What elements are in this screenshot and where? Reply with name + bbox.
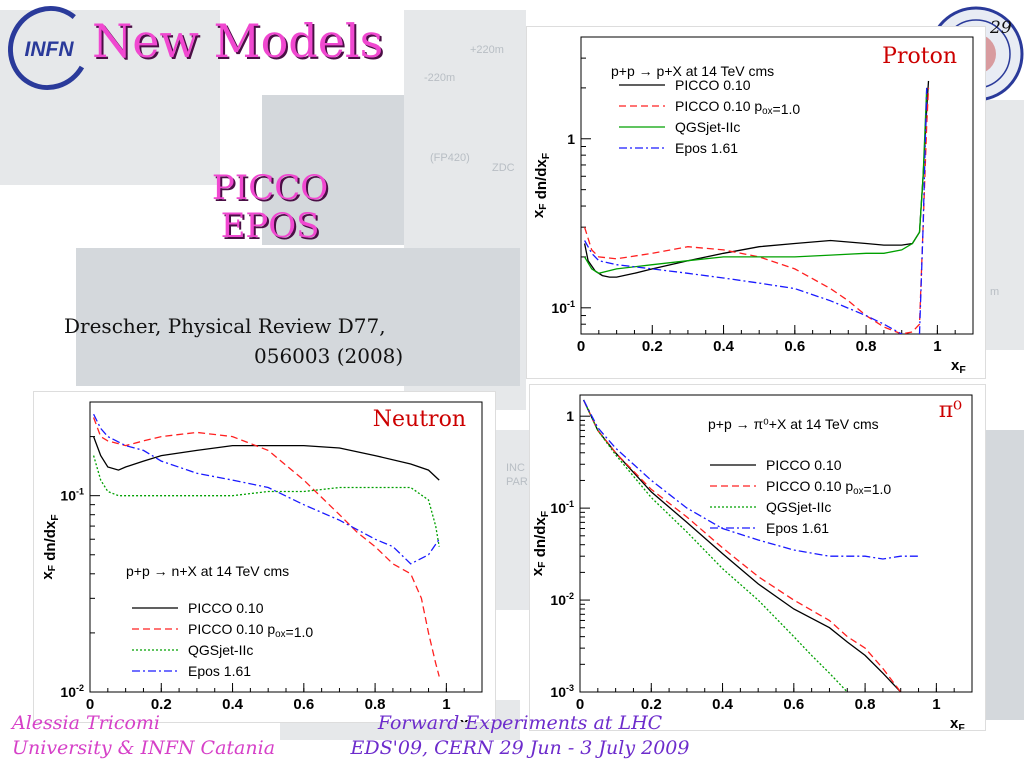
panel-label: Proton <box>882 44 957 69</box>
neutron-chart-panel: 0 0.2 0.4 0.6 0.8 1 10-2 10-1 xF xF dn/dxF p+p → n… <box>34 392 495 722</box>
x-tick-label: 0 <box>86 696 94 713</box>
y-tick-label: 10-2 <box>550 591 574 608</box>
background-image-4 <box>76 248 520 386</box>
series-line-picco-0-10-p-ox-1-0 <box>583 399 902 692</box>
x-tick-label: 0.8 <box>365 696 386 713</box>
x-tick-label: 0.6 <box>783 696 804 713</box>
y-tick-label: 10-3 <box>550 683 574 700</box>
x-tick-label: 0.4 <box>712 696 734 713</box>
x-tick-label: 1 <box>932 696 940 713</box>
series-line-epos-1-61 <box>93 413 440 565</box>
y-tick-label: 10-1 <box>550 499 574 516</box>
x-tick-label: 0.6 <box>293 696 314 713</box>
pi0-chart-panel: 0 0.2 0.4 0.6 0.8 1 10-3 10-2 10-1 1 xF xF dn/dxF p+… <box>530 385 985 730</box>
footer-affiliation: University & INFN Catania <box>12 737 276 759</box>
x-tick-label: 0 <box>576 696 584 713</box>
series-line-qgsjet-iic <box>92 455 440 547</box>
series-line-epos-1-61 <box>583 399 919 560</box>
x-tick-label: 0.8 <box>856 338 877 355</box>
pi0-chart: 0 0.2 0.4 0.6 0.8 1 10-3 10-2 10-1 1 xF xF dn/dxF p+… <box>530 394 973 730</box>
x-tick-label: 1 <box>442 696 450 713</box>
background-label: -220m <box>424 72 456 84</box>
y-tick-label: 1 <box>566 408 574 424</box>
x-axis-label: xF <box>951 357 966 376</box>
x-tick-label: 0.2 <box>641 696 662 713</box>
legend-entry: QGSjet-IIc <box>188 642 253 658</box>
legend-entry: PICCO 0.10 <box>766 457 842 473</box>
background-image-1 <box>0 10 220 185</box>
background-image-7 <box>985 430 1024 720</box>
legend-entry: PICCO 0.10 pox=1.0 <box>188 621 313 640</box>
footer-event: EDS'09, CERN 29 Jun - 3 July 2009 <box>350 737 690 759</box>
x-tick-label: 0.8 <box>855 696 876 713</box>
x-tick-label: 1 <box>933 338 941 355</box>
proton-chart-panel: 0 0.2 0.4 0.6 0.8 1 10-1 1 xF xF dn/dxF p+p → p+X … <box>527 27 985 378</box>
x-tick-label: 0.2 <box>642 338 663 355</box>
background-label: (FP420) <box>430 152 470 164</box>
background-label: +220m <box>470 44 504 56</box>
legend-entry: Epos 1.61 <box>766 520 829 536</box>
infn-logo: INFN <box>7 5 91 91</box>
background-label: ZDC <box>492 162 515 174</box>
y-axis-label: xF dn/dxF <box>39 514 61 580</box>
y-tick-label: 10-1 <box>60 487 84 504</box>
series-line-qgsjet-iic <box>583 399 848 692</box>
panel-label: π⁰ <box>939 398 962 423</box>
legend-entry: PICCO 0.10 <box>675 77 751 93</box>
y-axis-label: xF dn/dxF <box>530 152 552 218</box>
chart-title: p+p → p+X at 14 TeV cms <box>611 63 774 79</box>
x-axis-label: xF <box>950 715 965 730</box>
subtitle-picco: PICCO <box>211 168 329 208</box>
background-image-6 <box>494 430 530 610</box>
x-tick-label: 0.4 <box>713 338 735 355</box>
slide-title: New Models <box>92 14 384 68</box>
legend-entry: Epos 1.61 <box>675 140 738 156</box>
legend-entry: PICCO 0.10 pox=1.0 <box>675 98 800 117</box>
y-axis-label: xF dn/dxF <box>530 510 551 576</box>
series-line-picco-0-10-p-ox-1-0 <box>583 87 930 334</box>
background-image-2 <box>262 95 404 245</box>
panel-label: Neutron <box>373 407 466 432</box>
footer-conference: Forward Experiments at LHC <box>377 712 663 734</box>
chart-title: p+p → n+X at 14 TeV cms <box>126 563 289 579</box>
series-line-epos-1-61 <box>584 87 928 334</box>
background-label: INC <box>506 462 525 474</box>
x-axis-label: xF <box>460 715 475 722</box>
x-tick-label: 0.6 <box>784 338 805 355</box>
x-tick-label: 0.2 <box>151 696 172 713</box>
neutron-chart: 0 0.2 0.4 0.6 0.8 1 10-2 10-1 xF xF dn/dxF p+p → n… <box>39 401 483 722</box>
reference-line-2: 056003 (2008) <box>254 344 404 368</box>
footer-author: Alessia Tricomi <box>12 712 160 734</box>
reference-line-1: Drescher, Physical Review D77, <box>64 314 386 338</box>
series-line-picco-0-10 <box>92 436 440 481</box>
chart-title: p+p → π⁰+X at 14 TeV cms <box>708 416 879 432</box>
series-line-qgsjet-iic <box>584 87 928 274</box>
y-tick-label: 10-1 <box>551 299 575 316</box>
logo-text: INFN <box>25 38 75 61</box>
background-label: m <box>990 286 1000 298</box>
legend-entry: Epos 1.61 <box>188 663 251 679</box>
x-tick-label: 0.4 <box>222 696 244 713</box>
series-line-picco-0-10-p-ox-1-0 <box>92 417 440 677</box>
proton-chart: 0 0.2 0.4 0.6 0.8 1 10-1 1 xF xF dn/dxF p+p → p+X … <box>530 36 974 376</box>
plot-frame <box>579 394 973 693</box>
background-label: PAR <box>506 476 528 488</box>
page-number: 29 <box>990 18 1012 38</box>
subtitle-epos: EPOS <box>220 206 320 246</box>
legend-entry: QGSjet-IIc <box>766 499 831 515</box>
legend-entry: PICCO 0.10 pox=1.0 <box>766 478 891 497</box>
plot-frame <box>580 36 974 335</box>
legend-entry: PICCO 0.10 <box>188 600 264 616</box>
series-line-picco-0-10 <box>583 399 902 692</box>
y-tick-label: 1 <box>567 131 575 147</box>
x-tick-label: 0 <box>577 338 585 355</box>
legend-entry: QGSjet-IIc <box>675 119 740 135</box>
y-tick-label: 10-2 <box>60 683 84 700</box>
